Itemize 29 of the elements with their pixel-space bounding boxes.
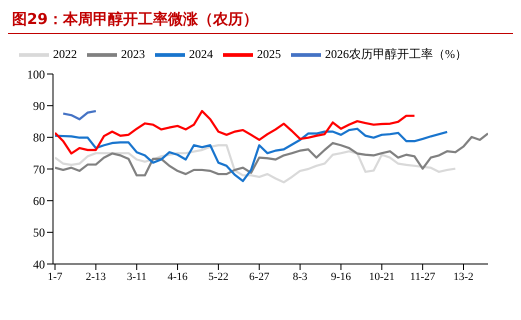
line-series [62,110,97,120]
legend-label: 2026农历甲醇开工率（%） [325,46,467,61]
line-series [55,110,416,155]
chart-title: 图29：本周甲醇开工率微涨（农历） [8,8,513,34]
line-series [55,128,448,182]
x-tick-label: 5-22 [208,270,228,283]
y-tick-label: 60 [33,194,45,208]
y-tick-label: 80 [33,130,45,145]
y-tick-label: 70 [33,162,45,176]
x-tick-label: 11-27 [410,270,436,283]
legend-label: 2023 [121,46,145,61]
line-series [55,132,488,176]
x-tick-label: 2-13 [86,270,106,283]
y-tick-label: 90 [33,98,45,113]
legend-label: 2025 [257,46,281,61]
line-series [55,144,456,184]
legend-label: 2022 [53,46,77,61]
legend-label: 2024 [189,46,213,61]
x-tick-label: 9-16 [330,270,352,283]
y-tick-label: 100 [27,67,45,82]
x-tick-label: 8-3 [292,270,308,283]
x-tick-label: 3-11 [126,270,147,283]
x-tick-label: 1-7 [48,270,63,283]
x-tick-label: 13-2 [453,270,474,283]
y-tick-label: 40 [33,257,45,272]
x-tick-label: 10-21 [368,270,395,283]
y-tick-label: 50 [33,226,45,240]
x-tick-label: 4-16 [167,270,188,283]
x-tick-label: 6-27 [249,270,270,283]
